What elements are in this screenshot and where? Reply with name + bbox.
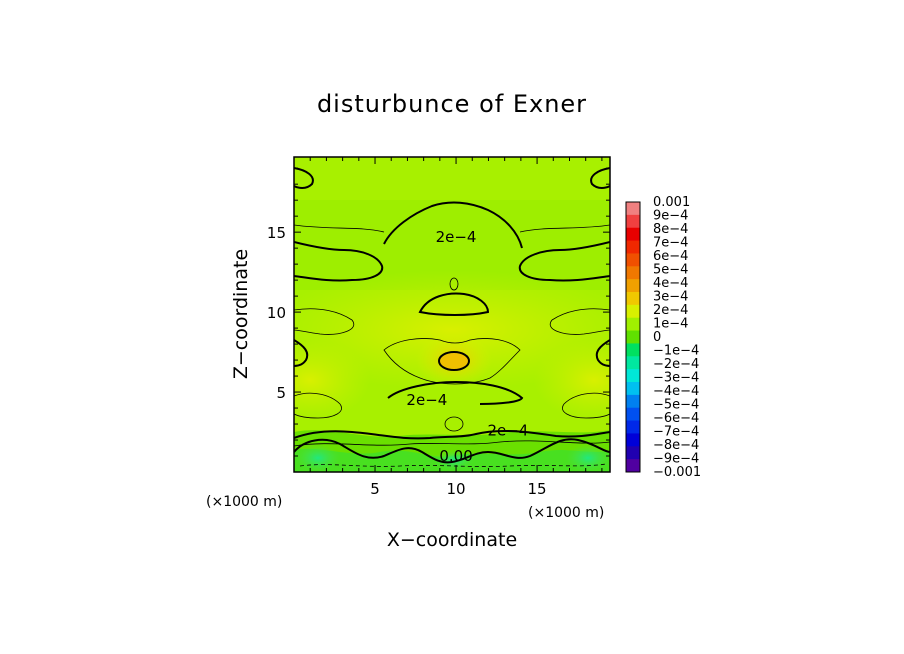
colorbar-label: 3e−4 <box>653 290 688 305</box>
contour-lines-major <box>294 167 610 464</box>
contour-right-top <box>590 167 610 189</box>
y-axis-ticks: 5 10 15 <box>267 167 610 457</box>
contour-right-upper <box>518 241 610 282</box>
contour-center-max <box>438 351 470 371</box>
colorbar-label: 1e−4 <box>653 317 688 332</box>
contour-thin-center <box>383 338 521 385</box>
x-axis-label: X−coordinate <box>387 529 517 551</box>
contour-label-group: 2e−4 2e−4 2e−4 0.00 <box>406 228 528 465</box>
colorbar-label: 0.001 <box>653 195 690 210</box>
colorbar-label: −0.001 <box>653 465 701 480</box>
colorbar-label: −1e−4 <box>653 344 699 359</box>
field-cyan-right <box>566 444 610 472</box>
colorbar-swatch <box>626 382 640 396</box>
colorbar-swatch <box>626 433 640 447</box>
field-yellow-band-left <box>294 340 370 420</box>
colorbar-label: 4e−4 <box>653 276 688 291</box>
plot-frame <box>293 156 611 473</box>
colorbar-label: −6e−4 <box>653 411 699 426</box>
colorbar-swatch <box>626 446 640 460</box>
contour-left-upper <box>294 241 384 282</box>
x-unit-label: (×1000 m) <box>528 505 604 521</box>
colorbar-label: −8e−4 <box>653 438 699 453</box>
contour-label: 2e−4 <box>436 228 477 246</box>
contour-left-top <box>294 167 314 189</box>
field-cyan-center <box>434 450 474 470</box>
colorbar-label: −3e−4 <box>653 371 699 386</box>
contour-thin-low-left <box>294 392 342 419</box>
colorbar-swatch <box>626 330 640 344</box>
y-unit-label: (×1000 m) <box>206 494 282 510</box>
colorbar-label: 6e−4 <box>653 249 688 264</box>
contour-thin-small-lower <box>444 416 464 432</box>
colorbar-label: −7e−4 <box>653 425 699 440</box>
chart-title: disturbunce of Exner <box>317 90 587 118</box>
x-tick-label: 15 <box>528 480 547 498</box>
field-center-core <box>440 353 468 369</box>
contour-band-lower <box>294 438 610 464</box>
colorbar-swatch <box>626 420 640 434</box>
colorbar-label: −2e−4 <box>653 357 699 372</box>
colorbar-swatch <box>626 279 640 293</box>
x-tick-label: 5 <box>370 480 380 498</box>
colorbar-swatch <box>626 459 640 473</box>
colorbar-label: 7e−4 <box>653 236 688 251</box>
contour-label: 2e−4 <box>487 421 528 439</box>
contour-lines-minor <box>294 224 610 467</box>
y-tick-label: 10 <box>267 304 286 322</box>
colorbar-frame <box>625 201 641 473</box>
colorbar-swatch <box>626 227 640 242</box>
field-yellow-band-right <box>534 340 610 420</box>
contour-label: 2e−4 <box>406 391 447 409</box>
contour-lower-arc <box>387 380 524 405</box>
contour-far-right <box>595 339 610 367</box>
colorbar-label: 0 <box>653 330 661 345</box>
colorbar: 0.0019e−48e−47e−46e−45e−44e−43e−42e−41e−… <box>625 195 701 480</box>
colorbar-label: 8e−4 <box>653 222 688 237</box>
colorbar-swatch <box>626 253 640 267</box>
colorbar-swatch <box>626 214 640 229</box>
contour-band-upper <box>294 429 610 440</box>
contour-mid-arc <box>418 292 490 316</box>
y-tick-label: 5 <box>276 384 286 402</box>
contour-thin-band-1 <box>294 440 610 447</box>
colorbar-label: 2e−4 <box>653 303 688 318</box>
colorbar-swatch <box>626 266 640 280</box>
contour-label: 0.00 <box>439 447 472 465</box>
contour-thin-mid-left <box>294 308 355 335</box>
contour-thin-upper <box>294 224 385 233</box>
y-tick-label: 15 <box>267 224 286 242</box>
contour-thin-low-right <box>562 392 610 419</box>
colorbar-label: −5e−4 <box>653 398 699 413</box>
colorbar-label: 5e−4 <box>653 263 688 278</box>
y-axis-label: Z−coordinate <box>230 249 252 379</box>
contour-far-left <box>294 339 309 367</box>
field-cyan-left <box>296 444 340 472</box>
field-yellow-band <box>294 270 610 390</box>
colorbar-swatch <box>626 202 640 216</box>
contour-field <box>294 157 610 472</box>
contour-thin-upper-right <box>519 224 610 233</box>
colorbar-label: −4e−4 <box>653 384 699 399</box>
contour-thin-dashed <box>299 463 607 467</box>
colorbar-label: −9e−4 <box>653 452 699 467</box>
colorbar-swatch <box>626 369 640 383</box>
colorbar-swatch <box>626 317 640 332</box>
colorbar-swatch <box>626 356 640 370</box>
colorbar-swatch <box>626 240 640 254</box>
colorbar-swatch <box>626 304 640 319</box>
colorbar-swatch <box>626 407 640 422</box>
contour-thin-mid-right <box>549 308 610 335</box>
colorbar-label: 9e−4 <box>653 209 688 224</box>
colorbar-swatch <box>626 292 640 306</box>
x-tick-label: 10 <box>447 480 466 498</box>
x-axis-ticks: 5 10 15 <box>309 157 603 498</box>
contour-upper-dome <box>383 201 523 249</box>
colorbar-swatch <box>626 343 640 357</box>
contour-thin-small-upper <box>449 277 459 291</box>
colorbar-swatch <box>626 394 640 409</box>
